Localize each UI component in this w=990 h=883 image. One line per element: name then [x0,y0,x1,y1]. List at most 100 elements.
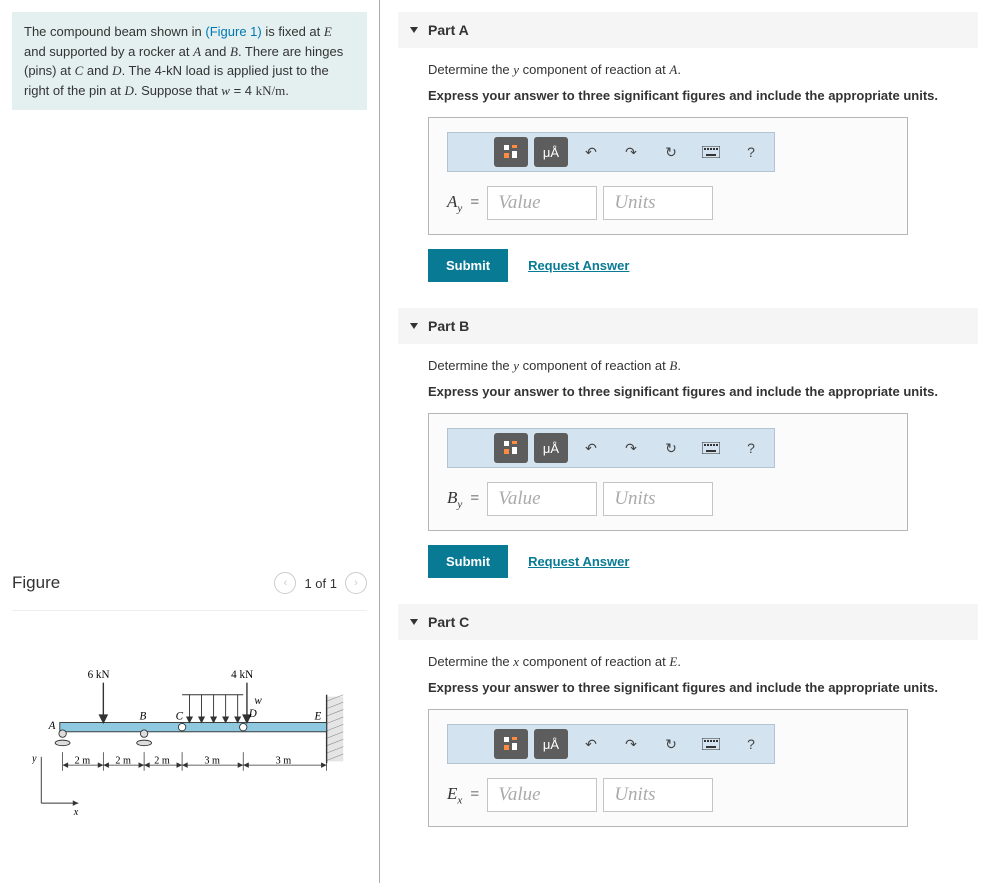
part-c-title: Part C [428,614,469,630]
part-c: Part C Determine the x component of reac… [398,604,978,845]
help-icon[interactable]: ? [734,729,768,759]
w-label: w [254,695,262,707]
toolbar: μÅ ↶ ↷ ↻ ? [447,724,775,764]
x-axis: x [73,807,79,818]
caret-icon [410,619,418,625]
load-6kn-label: 6 kN [88,669,110,681]
text: and [201,44,230,59]
support-B [137,730,152,746]
text: . [285,83,289,98]
units-input[interactable]: Units [603,778,713,812]
part-c-instruction: Determine the x component of reaction at… [428,654,954,670]
redo-icon[interactable]: ↷ [614,137,648,167]
part-b: Part B Determine the y component of reac… [398,308,978,596]
pt-A: A [48,720,56,732]
dim1: 2 m [75,755,91,766]
units-icon[interactable]: μÅ [534,729,568,759]
part-b-header[interactable]: Part B [398,308,978,344]
part-a-body: Determine the y component of reaction at… [398,48,978,300]
input-row: Ay = Value Units [447,186,889,220]
toolbar: μÅ ↶ ↷ ↻ ? [447,428,775,468]
units-input[interactable]: Units [603,186,713,220]
part-a: Part A Determine the y component of reac… [398,12,978,300]
part-a-header[interactable]: Part A [398,12,978,48]
pt-C: C [176,711,184,723]
reset-icon[interactable]: ↻ [654,137,688,167]
part-b-body: Determine the y component of reaction at… [398,344,978,596]
undo-icon[interactable]: ↶ [574,137,608,167]
redo-icon[interactable]: ↷ [614,433,648,463]
support-A [55,730,70,746]
dim3: 2 m [154,755,170,766]
figure-diagram: 6 kN 4 kN w A B [12,611,367,871]
figure-link[interactable]: (Figure 1) [205,24,261,39]
var-D: D [112,63,121,78]
part-c-header[interactable]: Part C [398,604,978,640]
submit-button[interactable]: Submit [428,249,508,282]
figure-prev-button[interactable]: ‹ [274,572,296,594]
keyboard-icon[interactable] [694,137,728,167]
equals: = [470,194,479,212]
submit-button[interactable]: Submit [428,545,508,578]
dim2: 2 m [115,755,131,766]
y-axis: y [32,753,37,764]
reset-icon[interactable]: ↻ [654,433,688,463]
part-c-bold: Express your answer to three significant… [428,680,954,695]
figure-next-button[interactable]: › [345,572,367,594]
templates-icon[interactable] [494,433,528,463]
figure-nav: ‹ 1 of 1 › [274,572,367,594]
value-input[interactable]: Value [487,186,597,220]
templates-icon[interactable] [494,729,528,759]
part-a-bold: Express your answer to three significant… [428,88,954,103]
value-input[interactable]: Value [487,778,597,812]
figure-title: Figure [12,573,60,593]
var-B: B [230,44,238,59]
part-b-title: Part B [428,318,469,334]
units-icon[interactable]: μÅ [534,137,568,167]
beam-diagram-svg: 6 kN 4 kN w A B [32,641,347,845]
keyboard-icon[interactable] [694,729,728,759]
var-E: E [324,24,332,39]
undo-icon[interactable]: ↶ [574,729,608,759]
pt-B: B [139,711,146,723]
help-icon[interactable]: ? [734,433,768,463]
part-b-instruction: Determine the y component of reaction at… [428,358,954,374]
var-label: By [447,488,462,510]
undo-icon[interactable]: ↶ [574,433,608,463]
var-D2: D [124,83,133,98]
keyboard-icon[interactable] [694,433,728,463]
caret-icon [410,27,418,33]
input-row: By = Value Units [447,482,889,516]
request-answer-link[interactable]: Request Answer [528,554,629,569]
part-c-answer-box: μÅ ↶ ↷ ↻ ? Ex = Value Units [428,709,908,827]
value-input[interactable]: Value [487,482,597,516]
text: and [83,63,112,78]
equals: = [470,786,479,804]
submit-row: Submit Request Answer [428,249,954,282]
figure-counter: 1 of 1 [304,576,337,591]
part-a-title: Part A [428,22,469,38]
redo-icon[interactable]: ↷ [614,729,648,759]
var-C: C [75,63,84,78]
caret-icon [410,323,418,329]
left-column: The compound beam shown in (Figure 1) is… [0,0,380,883]
units-input[interactable]: Units [603,482,713,516]
var-w: w [221,83,230,98]
figure-section: Figure ‹ 1 of 1 › [12,546,367,871]
equals: = [470,490,479,508]
var-A: A [193,44,201,59]
request-answer-link[interactable]: Request Answer [528,258,629,273]
pt-E: E [314,711,322,723]
var-label: Ay [447,192,462,214]
templates-icon[interactable] [494,137,528,167]
help-icon[interactable]: ? [734,137,768,167]
dim5: 3 m [276,755,292,766]
reset-icon[interactable]: ↻ [654,729,688,759]
text: The compound beam shown in [24,24,205,39]
part-a-instruction: Determine the y component of reaction at… [428,62,954,78]
part-b-answer-box: μÅ ↶ ↷ ↻ ? By = Value Units [428,413,908,531]
text: and supported by a rocker at [24,44,193,59]
part-a-answer-box: μÅ ↶ ↷ ↻ ? Ay = Value Units [428,117,908,235]
text: is fixed at [262,24,324,39]
units-icon[interactable]: μÅ [534,433,568,463]
